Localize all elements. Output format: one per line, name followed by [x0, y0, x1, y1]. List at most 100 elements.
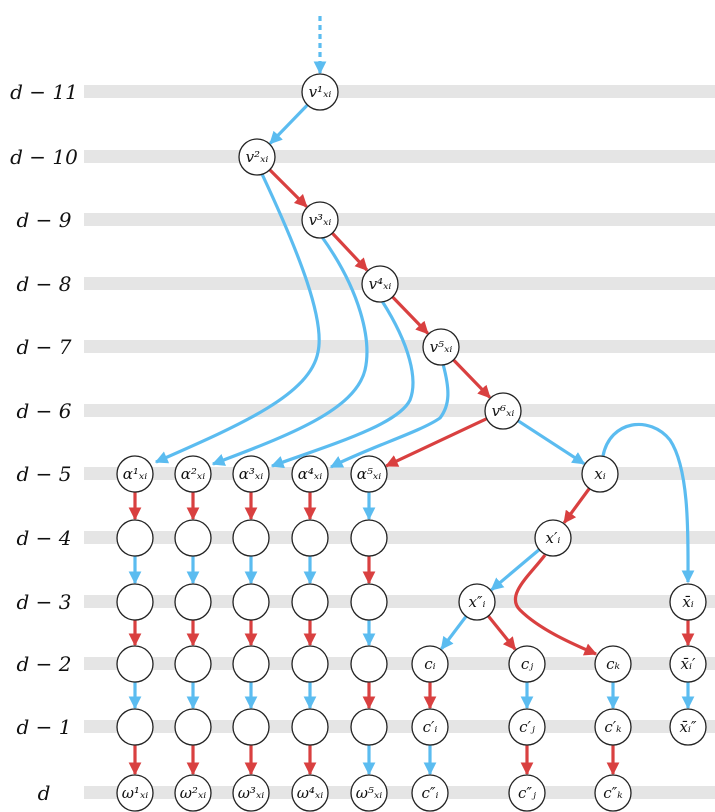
- node-label-cppj: c″ⱼ: [518, 784, 536, 802]
- node-circle-e33: [232, 583, 270, 621]
- edge-xpp-ci: [440, 615, 468, 650]
- edge-v2-v3: [268, 168, 308, 208]
- level-label-L2: d − 2: [17, 652, 72, 676]
- node-e21: [174, 708, 212, 746]
- node-circle-e51: [350, 708, 388, 746]
- node-circle-v5: [422, 328, 460, 366]
- node-xpp: x″ᵢ: [458, 583, 496, 621]
- node-xbpp: x̄ᵢ″: [669, 708, 707, 746]
- node-label-w2: ω²ₓᵢ: [180, 784, 207, 802]
- node-e33: [232, 583, 270, 621]
- node-circle-cj: [508, 645, 546, 683]
- node-e32: [232, 645, 270, 683]
- node-circle-xpp: [458, 583, 496, 621]
- node-cppk: c″ₖ: [594, 774, 632, 812]
- node-circle-e32: [232, 645, 270, 683]
- node-label-cpj: c′ⱼ: [519, 718, 535, 736]
- node-e43: [291, 583, 329, 621]
- level-label-L4: d − 4: [17, 526, 72, 550]
- node-e31: [232, 708, 270, 746]
- node-circle-e22: [174, 645, 212, 683]
- edge-v4-v5: [391, 295, 429, 335]
- node-label-xi: xᵢ: [594, 465, 605, 483]
- node-circle-cpk: [594, 708, 632, 746]
- node-label-a2: α²ₓᵢ: [181, 465, 206, 483]
- node-circle-xi: [581, 455, 619, 493]
- node-label-v6: v⁶ₓᵢ: [492, 402, 515, 420]
- level-labels: d − 11 d − 10 d − 9 d − 8 d − 7 d − 6 d − 5 d −…: [10, 80, 78, 805]
- edge-xi-xb: [601, 422, 695, 584]
- node-a3: α³ₓᵢ: [232, 455, 270, 493]
- node-label-xbpp: x̄ᵢ″: [679, 718, 696, 736]
- level-label-L11: d − 11: [10, 80, 78, 104]
- node-cpk: c′ₖ: [594, 708, 632, 746]
- node-a2: α²ₓᵢ: [174, 455, 212, 493]
- node-cpj: c′ⱼ: [508, 708, 546, 746]
- node-v1: v¹ₓᵢ: [301, 73, 339, 111]
- node-e44: [291, 519, 329, 557]
- node-circle-a5: [350, 455, 388, 493]
- node-v6: v⁶ₓᵢ: [484, 392, 522, 430]
- level-label-L6: d − 6: [17, 399, 72, 423]
- node-w1: ω¹ₓᵢ: [116, 774, 154, 812]
- node-circle-e14: [116, 519, 154, 557]
- node-circle-e23: [174, 583, 212, 621]
- node-label-w5: ω⁵ₓᵢ: [356, 784, 383, 802]
- node-circle-a1: [116, 455, 154, 493]
- node-circle-v3: [301, 201, 339, 239]
- node-e42: [291, 645, 329, 683]
- node-e24: [174, 519, 212, 557]
- node-label-w3: ω³ₓᵢ: [238, 784, 265, 802]
- level-label-L8: d − 8: [17, 272, 72, 296]
- edge-xpp-cj: [487, 614, 517, 651]
- edge-v1-v2: [269, 103, 309, 145]
- node-e51: [350, 708, 388, 746]
- node-circle-cppk: [594, 774, 632, 812]
- node-circle-e13: [116, 583, 154, 621]
- level-band-L9: [84, 213, 715, 226]
- edge-v3-v4: [331, 232, 369, 272]
- edge-v6-a5: [385, 417, 488, 468]
- node-v4: v⁴ₓᵢ: [361, 265, 399, 303]
- node-xp: x′ᵢ: [534, 519, 572, 557]
- level-band-L11: [84, 85, 715, 98]
- edge-xp-ck: [513, 554, 598, 656]
- node-label-v1: v¹ₓᵢ: [309, 83, 332, 101]
- node-circle-e31: [232, 708, 270, 746]
- node-circle-e42: [291, 645, 329, 683]
- node-w3: ω³ₓᵢ: [232, 774, 270, 812]
- node-label-ci: cᵢ: [424, 655, 435, 673]
- node-circle-xbpp: [669, 708, 707, 746]
- node-e34: [232, 519, 270, 557]
- node-v5: v⁵ₓᵢ: [422, 328, 460, 366]
- node-circle-e44: [291, 519, 329, 557]
- node-circle-a3: [232, 455, 270, 493]
- node-label-a3: α³ₓᵢ: [239, 465, 264, 483]
- node-label-a1: α¹ₓᵢ: [123, 465, 148, 483]
- node-a5: α⁵ₓᵢ: [350, 455, 388, 493]
- node-cpi: c′ᵢ: [411, 708, 449, 746]
- node-cppj: c″ⱼ: [508, 774, 546, 812]
- level-label-L3: d − 3: [17, 590, 72, 614]
- node-circle-v6: [484, 392, 522, 430]
- node-circle-xb: [669, 583, 707, 621]
- node-label-w4: ω⁴ₓᵢ: [297, 784, 324, 802]
- node-circle-v4: [361, 265, 399, 303]
- node-circle-w3: [232, 774, 270, 812]
- level-label-L1: d − 1: [17, 715, 72, 739]
- node-label-v3: v³ₓᵢ: [309, 211, 332, 229]
- level-label-L9: d − 9: [17, 208, 72, 232]
- edge-v5-v6: [452, 358, 491, 399]
- node-circle-ck: [594, 645, 632, 683]
- node-circle-w2: [174, 774, 212, 812]
- node-e13: [116, 583, 154, 621]
- node-circle-e24: [174, 519, 212, 557]
- node-e54: [350, 519, 388, 557]
- edges: [128, 16, 695, 776]
- node-circle-xp: [534, 519, 572, 557]
- node-w5: ω⁵ₓᵢ: [350, 774, 388, 812]
- node-circle-v1: [301, 73, 339, 111]
- node-cppi: c″ᵢ: [411, 774, 449, 812]
- node-w2: ω²ₓᵢ: [174, 774, 212, 812]
- node-label-xb: x̄ᵢ: [682, 593, 693, 611]
